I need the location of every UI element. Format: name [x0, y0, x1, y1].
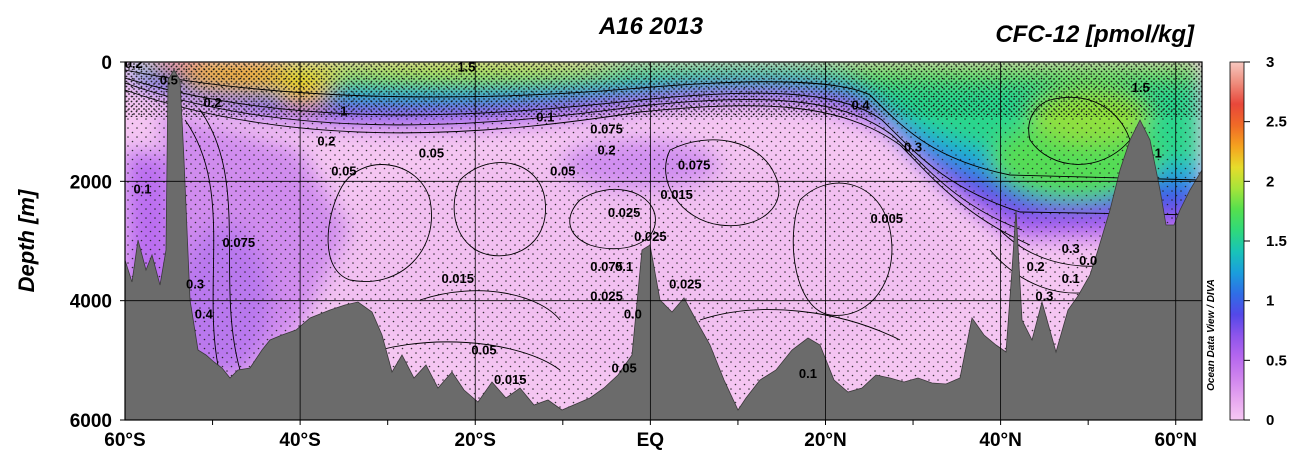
- y-tick-label: 6000: [70, 411, 112, 432]
- contour-label: 0.2: [1027, 259, 1045, 274]
- contour-label: 0.025: [669, 277, 702, 292]
- y-axis-label: Depth [m]: [14, 189, 39, 292]
- contour-label: 1.5: [457, 60, 475, 75]
- colorbar-tick-label: 1: [1266, 293, 1274, 310]
- colorbar-tick-label: 0.5: [1266, 352, 1287, 369]
- contour-label: 0.1: [799, 366, 817, 381]
- x-tick-label: 60°S: [104, 430, 145, 451]
- colorbar: [1229, 61, 1245, 421]
- contour-label: 0.075: [590, 122, 623, 137]
- contour-label: 0.005: [871, 211, 904, 226]
- contour-label: 0.1: [615, 259, 633, 274]
- contour-label: 0.015: [441, 271, 474, 286]
- odv-credit: Ocean Data View / DIVA: [1206, 279, 1217, 391]
- contour-label: 0.05: [471, 342, 496, 357]
- contour-label: 1: [340, 104, 347, 119]
- contour-label: 0.2: [598, 142, 616, 157]
- contour-label: 0.0: [624, 307, 642, 322]
- contour-label: 0.1: [536, 110, 554, 125]
- contour-label: 0.3: [186, 277, 204, 292]
- contour-label: 0.0: [1079, 253, 1097, 268]
- contour-label: 0.075: [590, 259, 623, 274]
- contour-label: 0.2: [317, 134, 335, 149]
- x-tick-label: 40°S: [279, 430, 320, 451]
- contour-label: 0.2: [204, 95, 222, 110]
- contour-label: 0.025: [590, 289, 623, 304]
- contour-label: 0.015: [494, 372, 527, 387]
- contour-label: 0.05: [419, 145, 444, 160]
- contour-label: 0.05: [331, 163, 356, 178]
- contour-label: 0.1: [133, 181, 151, 196]
- contour-label: 0.075: [223, 235, 256, 250]
- x-tick-label: 60°N: [1155, 430, 1197, 451]
- contour-label: 0.05: [550, 163, 575, 178]
- contour-label: 0.075: [678, 157, 711, 172]
- plot-frame: [124, 61, 1203, 421]
- contour-label: 0.05: [611, 360, 636, 375]
- colorbar-tick-label: 2: [1266, 173, 1274, 190]
- contour-label: 1: [1155, 145, 1162, 160]
- contour-label: 0.4: [851, 98, 870, 113]
- contour-label: 0.5: [160, 73, 178, 88]
- colorbar-tick-label: 3: [1266, 54, 1274, 71]
- colorbar-tick-label: 2.5: [1266, 114, 1287, 131]
- variable-label: CFC-12 [pmol/kg]: [995, 21, 1195, 48]
- colorbar-tick-label: 1.5: [1266, 233, 1287, 250]
- colorbar-tick-label: 0: [1266, 412, 1274, 429]
- contour-label: 0.2: [125, 56, 143, 71]
- cfc12-field: 0.20.51.510.20.10.20.050.050.10.0750.20.…: [125, 56, 1202, 420]
- x-tick-label: 20°N: [804, 430, 846, 451]
- x-tick-label: 40°N: [979, 430, 1021, 451]
- contour-label: 0.3: [904, 140, 922, 155]
- contour-label: 0.015: [660, 187, 693, 202]
- x-tick-label: 20°S: [455, 430, 496, 451]
- contour-label: 0.3: [1062, 241, 1080, 256]
- contour-label: 0.025: [608, 205, 641, 220]
- contour-label: 0.1: [1062, 271, 1080, 286]
- x-tick-label: EQ: [637, 430, 664, 451]
- chart-title: A16 2013: [598, 13, 704, 40]
- grid-lines: [125, 62, 1202, 425]
- y-tick-label: 0: [101, 53, 112, 74]
- y-tick-label: 4000: [70, 292, 112, 313]
- y-tick-label: 2000: [70, 172, 112, 193]
- contour-label: 1.5: [1132, 80, 1150, 95]
- contour-label: 0.3: [1035, 289, 1053, 304]
- contour-label: 0.4: [195, 307, 214, 322]
